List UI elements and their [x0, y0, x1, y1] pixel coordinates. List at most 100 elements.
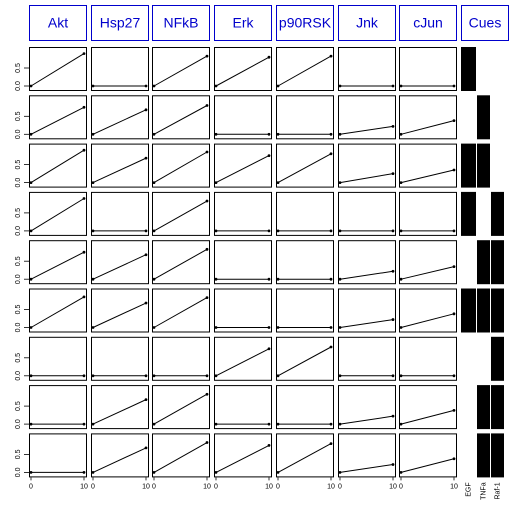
series-line: [339, 270, 394, 280]
series-line: [400, 266, 455, 280]
data-point: [152, 132, 156, 136]
y-tick-label: 0.0: [15, 226, 22, 236]
column-header-label: Hsp27: [100, 15, 141, 31]
data-point: [391, 374, 395, 378]
data-point: [276, 374, 280, 378]
data-point: [338, 181, 342, 185]
data-point: [276, 471, 280, 474]
panel-frame: [91, 433, 149, 478]
data-point: [276, 277, 280, 281]
panel-frame: [214, 336, 272, 381]
data-point: [452, 409, 456, 412]
data-point: [152, 181, 156, 185]
column-header-label: Erk: [233, 15, 255, 31]
y-tick-label: 0.0: [15, 274, 22, 284]
data-point: [152, 277, 156, 281]
y-tick-label: 0.5: [15, 305, 22, 315]
data-point: [338, 229, 342, 233]
panel-frame: [91, 143, 149, 188]
data-point: [391, 318, 395, 321]
panel-frame: [152, 240, 210, 285]
data-point: [391, 414, 395, 418]
data-point: [338, 326, 342, 329]
data-point: [267, 229, 271, 233]
data-point: [82, 374, 86, 378]
data-point: [338, 374, 342, 378]
data-point: [152, 229, 156, 233]
panel-frame: [399, 143, 457, 188]
panel-frame: [276, 47, 334, 91]
series-line: [339, 125, 394, 135]
panel-frame: [399, 95, 457, 140]
x-tick-label: 10: [265, 483, 273, 490]
data-point: [91, 229, 95, 233]
data-point: [152, 84, 156, 88]
panel-frame: [276, 143, 334, 188]
data-point: [399, 84, 403, 88]
data-point: [82, 148, 86, 152]
panel-frame: [214, 191, 272, 236]
series-line: [339, 463, 394, 473]
series-line: [400, 313, 455, 328]
data-point: [452, 374, 456, 378]
data-point: [276, 132, 280, 136]
panel-frame: [152, 143, 210, 188]
panel-frame: [276, 95, 334, 140]
series-line: [92, 109, 147, 135]
x-tick-label: 0: [29, 483, 33, 490]
panel-frame: [338, 95, 396, 140]
data-point: [214, 181, 218, 185]
data-point: [214, 326, 218, 329]
panel-frame: [338, 288, 396, 333]
data-point: [29, 84, 33, 88]
cue-block: [491, 240, 504, 285]
x-tick-label: 0: [399, 483, 403, 490]
data-point: [329, 422, 333, 426]
data-point: [29, 132, 33, 136]
data-point: [29, 277, 33, 281]
series-line: [339, 173, 394, 184]
x-tick-label: 10: [80, 483, 88, 490]
data-point: [267, 422, 271, 426]
data-point: [267, 55, 271, 59]
panel-frame: [399, 191, 457, 236]
panel-frame: [276, 191, 334, 236]
y-tick-label: 0.5: [15, 256, 22, 266]
column-header-label: p90RSK: [279, 15, 332, 31]
y-tick-label: 0.0: [15, 81, 22, 91]
panel-frame: [399, 47, 457, 91]
panel-frame: [91, 240, 149, 285]
y-tick-label: 0.5: [15, 401, 22, 411]
y-tick-label: 0.5: [15, 111, 22, 121]
data-point: [91, 422, 95, 426]
panel-frame: [276, 433, 334, 478]
series-line: [153, 297, 208, 328]
panel-frame: [338, 47, 396, 91]
data-point: [82, 471, 86, 474]
data-point: [214, 374, 218, 378]
series-line: [215, 348, 270, 377]
cue-block: [477, 240, 490, 285]
y-tick-label: 0.0: [15, 467, 22, 477]
data-point: [338, 132, 342, 136]
x-tick-label: 10: [203, 483, 211, 490]
x-tick-label: 10: [389, 483, 397, 490]
data-point: [91, 326, 95, 329]
column-header-box: [399, 5, 457, 41]
data-point: [267, 154, 271, 158]
column-header-box: [338, 5, 396, 41]
cue-block: [477, 143, 490, 188]
y-tick-label: 0.0: [15, 419, 22, 429]
data-point: [329, 132, 333, 136]
panel-frame: [214, 433, 272, 478]
column-header-label: Jnk: [356, 15, 379, 31]
data-point: [152, 471, 156, 474]
data-point: [214, 229, 218, 233]
data-point: [267, 277, 271, 281]
series-line: [215, 444, 270, 473]
x-tick-label: 0: [152, 483, 156, 490]
data-point: [91, 471, 95, 474]
panel-frame: [338, 336, 396, 381]
data-point: [399, 422, 403, 426]
